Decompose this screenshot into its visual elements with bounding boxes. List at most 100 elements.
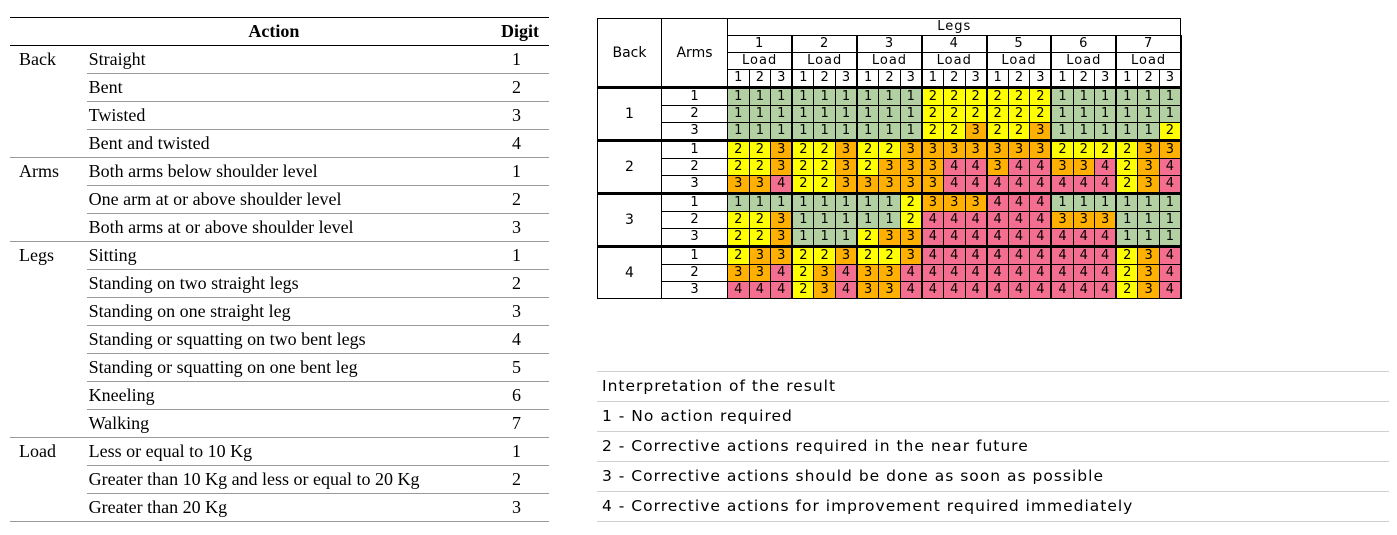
score-cell: 1 — [1115, 105, 1139, 123]
score-cell: 1 — [770, 122, 794, 141]
score-cell: 1 — [856, 105, 880, 123]
score-cell: 4 — [986, 175, 1009, 194]
score-cell: 4 — [964, 245, 988, 265]
score-cell: 1 — [748, 192, 772, 212]
interpretation-item: 2 - Corrective actions required in the n… — [597, 432, 1389, 462]
arms-value: 1 — [661, 245, 728, 265]
action-cell: Twisted — [86, 101, 460, 130]
score-cell: 4 — [834, 264, 859, 282]
score-cell: 4 — [1029, 228, 1053, 247]
score-cell: 2 — [791, 281, 815, 299]
score-cell: 4 — [1029, 192, 1053, 212]
score-cell: 3 — [1050, 211, 1074, 229]
score-cell: 4 — [986, 281, 1009, 299]
score-cell: 4 — [1029, 264, 1053, 282]
back-value: 1 — [597, 86, 662, 141]
score-cell: 4 — [964, 158, 988, 176]
action-cell: Standing on two straight legs — [86, 269, 460, 298]
score-cell: 1 — [1158, 105, 1182, 123]
score-cell: 2 — [1115, 139, 1139, 159]
score-cell: 1 — [748, 86, 772, 106]
legs-value: 3 — [856, 35, 923, 53]
score-cell: 4 — [921, 245, 944, 265]
score-cell: 1 — [1094, 105, 1118, 123]
score-cell: 1 — [1137, 105, 1160, 123]
score-cell: 3 — [834, 175, 859, 194]
score-cell: 2 — [942, 122, 966, 141]
score-cell: 4 — [942, 211, 966, 229]
score-cell: 4 — [1007, 158, 1031, 176]
arms-value: 3 — [661, 175, 728, 194]
score-cell: 4 — [1029, 158, 1053, 176]
left-table-body: Back Straight 1 Bent 2 Twisted 3 Bent and twist… — [10, 45, 549, 522]
score-cell: 3 — [770, 228, 794, 247]
score-cell: 1 — [899, 86, 923, 106]
score-cell: 3 — [1007, 139, 1031, 159]
score-cell: 2 — [986, 122, 1009, 141]
digit-cell: 3 — [459, 213, 549, 242]
digit-cell: 2 — [459, 73, 549, 102]
action-cell: Straight — [86, 45, 460, 74]
score-cell: 1 — [813, 192, 836, 212]
table-row: Standing or squatting on one bent leg 5 — [10, 353, 549, 382]
score-cell: 2 — [748, 158, 772, 176]
score-cell: 4 — [964, 264, 988, 282]
score-cell: 2 — [1007, 86, 1031, 106]
load-value: 3 — [1158, 69, 1182, 88]
score-cell: 1 — [878, 211, 901, 229]
score-cell: 2 — [921, 122, 944, 141]
action-cell: Kneeling — [86, 381, 460, 410]
score-cell: 1 — [1115, 122, 1139, 141]
load-value: 1 — [856, 69, 880, 88]
score-cell: 3 — [942, 192, 966, 212]
score-cell: 1 — [878, 192, 901, 212]
score-cell: 2 — [986, 86, 1009, 106]
arms-value: 1 — [661, 139, 728, 159]
legs-value: 4 — [921, 35, 988, 53]
action-cell: Greater than 10 Kg and less or equal to … — [86, 465, 460, 494]
score-cell: 3 — [878, 175, 901, 194]
load-value: 2 — [878, 69, 901, 88]
score-cell: 2 — [921, 86, 944, 106]
table-row: Standing on two straight legs 2 — [10, 269, 549, 298]
score-cell: 1 — [1050, 122, 1074, 141]
score-cell: 1 — [1137, 122, 1160, 141]
load-value: 1 — [1050, 69, 1074, 88]
digit-cell: 2 — [459, 185, 549, 214]
table-row: Back Straight 1 — [10, 45, 549, 158]
score-cell: 2 — [813, 139, 836, 159]
load-label-row: Load Load Load Load Load Load Load — [598, 52, 1182, 70]
score-cell: 2 — [878, 245, 901, 265]
score-cell: 4 — [964, 211, 988, 229]
score-cell: 2 — [727, 245, 750, 265]
score-cell: 1 — [813, 122, 836, 141]
arms-value: 3 — [661, 281, 728, 299]
score-cell: 2 — [727, 158, 750, 176]
score-cell: 2 — [791, 264, 815, 282]
score-cell: 3 — [899, 228, 923, 247]
score-cell: 2 — [813, 175, 836, 194]
score-cell: 3 — [748, 264, 772, 282]
digit-cell: 4 — [459, 129, 549, 158]
score-cell: 3 — [727, 175, 750, 194]
score-cell: 1 — [770, 105, 794, 123]
score-cell: 4 — [1094, 158, 1118, 176]
arms-value: 3 — [661, 122, 728, 141]
score-cell: 1 — [1050, 86, 1074, 106]
score-cell: 2 — [1050, 139, 1074, 159]
score-cell: 2 — [727, 139, 750, 159]
score-cell: 3 — [1137, 281, 1160, 299]
score-cell: 4 — [1029, 245, 1053, 265]
load-label: Load — [921, 52, 988, 70]
score-cell: 1 — [1094, 122, 1118, 141]
score-cell: 3 — [921, 158, 944, 176]
score-cell: 1 — [1137, 192, 1160, 212]
table-row: Twisted 3 — [10, 101, 549, 130]
group-label: Legs — [10, 241, 87, 438]
score-cell: 2 — [727, 228, 750, 247]
score-cell: 3 — [770, 211, 794, 229]
score-cell: 3 — [1137, 139, 1160, 159]
score-cell: 1 — [834, 192, 859, 212]
arms-value: 2 — [661, 105, 728, 123]
score-cell: 2 — [748, 211, 772, 229]
